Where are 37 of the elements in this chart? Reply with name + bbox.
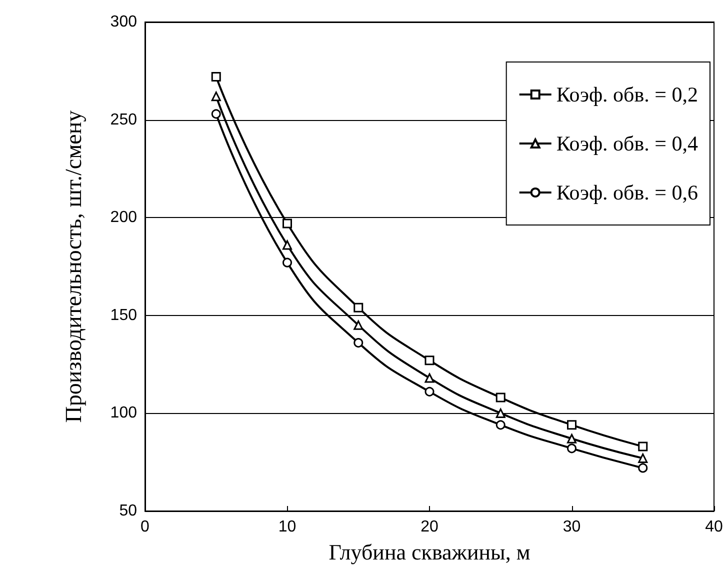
- point: [354, 338, 364, 348]
- y-axis-title: Производительность, шт./смену: [61, 110, 86, 423]
- point: [211, 109, 221, 119]
- y-tick-label: 200: [110, 209, 138, 226]
- point: [424, 373, 434, 383]
- point: [567, 434, 576, 444]
- point: [424, 386, 434, 396]
- x-tick-label: 0: [140, 518, 150, 536]
- point: [424, 356, 434, 366]
- x-tick-label: 20: [420, 518, 438, 536]
- y-tick-label: 150: [110, 306, 138, 324]
- point: [496, 392, 506, 402]
- point: [211, 72, 221, 82]
- point: [567, 420, 576, 430]
- y-tick-label: 100: [110, 404, 138, 422]
- y-tick-label: 300: [110, 14, 138, 30]
- point: [354, 320, 364, 330]
- x-axis-title: Глубина скважины, м: [328, 540, 530, 564]
- y-tick-label: 50: [119, 502, 138, 520]
- point: [282, 218, 292, 228]
- point: [496, 420, 506, 430]
- x-tick-label: 30: [562, 518, 581, 536]
- point: [638, 442, 648, 452]
- legend-label: Коэф. обв. = 0,4: [556, 132, 698, 156]
- point: [638, 453, 648, 463]
- point: [211, 92, 221, 102]
- point: [496, 408, 506, 418]
- point: [354, 302, 364, 312]
- x-tick-label: 40: [705, 518, 723, 536]
- y-tick-label: 250: [110, 111, 138, 128]
- point: [282, 258, 292, 268]
- legend-label: Коэф. обв. = 0,2: [556, 82, 698, 106]
- x-tick-label: 10: [278, 518, 296, 536]
- point: [567, 444, 576, 454]
- legend-label: Коэф. обв. = 0,6: [556, 180, 698, 204]
- point: [282, 240, 292, 250]
- point: [638, 463, 648, 473]
